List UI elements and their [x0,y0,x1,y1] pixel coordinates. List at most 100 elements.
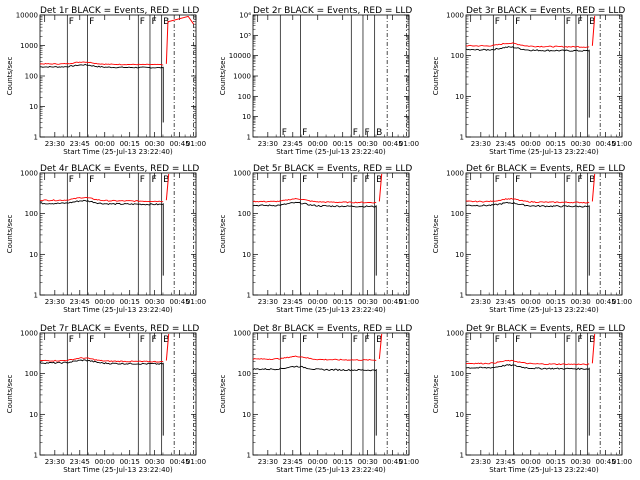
x-tick-label: 00:45 [170,298,190,306]
x-tick-label: 00:45 [170,140,190,148]
x-tick-label: 23:30 [258,298,278,306]
x-tick-label: 23:45 [496,458,516,466]
flag-label: F [282,128,287,138]
x-tick-label: 00:00 [308,458,328,466]
y-axis-label: Counts/sec [432,57,440,96]
flag-label: F [577,335,582,345]
y-tick-label: 100 [451,210,464,218]
plot-frame [465,332,623,456]
flag-label: F [140,335,145,345]
y-tick-label: 1 [34,292,38,300]
chart-panel-7: Det 7r BLACK = Events, RED = LLD 1 10 100 10… [6,324,206,474]
flag-label: F [515,175,520,185]
x-tick-label: 23:30 [258,458,278,466]
y-tick-label: 1000 [20,330,38,338]
plot-frame [39,332,197,456]
flag-label: F [69,335,74,345]
plot-frame [252,14,410,138]
flag-label: F [495,335,500,345]
flag-label: B [163,175,169,185]
y-tick-label: 10 [242,251,251,259]
x-tick-label: 00:00 [521,140,541,148]
flag-label: F [353,335,358,345]
flag-label: F [577,175,582,185]
y-axis-label: Counts/sec [219,57,227,96]
x-tick-label: 23:30 [258,140,278,148]
x-axis-label: Start Time (25-Jul-13 23:22:40) [489,466,599,474]
x-axis-label: Start Time (25-Jul-13 23:22:40) [63,148,173,156]
y-tick-label: 100 [25,210,38,218]
y-tick-label: 100 [238,370,251,378]
x-tick-label: 00:30 [358,140,378,148]
y-tick-label: 1000 [233,330,251,338]
x-tick-label: 01:00 [399,458,419,466]
flag-label: F [353,175,358,185]
flag-label: F [282,335,287,345]
chart-panel-3: Det 3r BLACK = Events, RED = LLD 1 10 100 10… [432,6,632,156]
flag-label: B [376,175,382,185]
flag-label: F [69,17,74,27]
plot-frame [465,172,623,296]
flag-label: F [364,335,369,345]
chart-title: Det 4r BLACK = Events, RED = LLD [40,164,199,174]
y-tick-label: 100 [451,52,464,60]
x-tick-label: 01:00 [186,458,206,466]
flag-label: B [163,17,169,27]
x-tick-label: 00:00 [95,140,115,148]
flag-label: F [495,17,500,27]
flag-label: B [589,335,595,345]
flag-label: F [69,175,74,185]
plot-frame [252,332,410,456]
x-tick-label: 01:00 [612,298,632,306]
flag-label: B [589,17,595,27]
events-line [465,363,590,371]
x-tick-label: 23:45 [70,140,90,148]
y-tick-label: 100 [238,93,251,101]
x-tick-label: 00:00 [95,298,115,306]
y-axis-label: Counts/sec [432,215,440,254]
lld-line [39,61,164,66]
x-axis-label: Start Time (25-Jul-13 23:22:40) [63,306,173,314]
lld-flare [165,333,170,361]
x-tick-label: 23:45 [283,458,303,466]
flag-label: B [589,175,595,185]
y-tick-label: 100 [25,370,38,378]
y-tick-label: 10000 [16,12,38,20]
lld-flare [378,173,383,202]
flag-label: F [515,335,520,345]
lld-flare [591,173,596,202]
y-tick-label: 10 [242,113,251,121]
y-tick-label: 10 [29,103,38,111]
y-tick-label: 1 [460,134,464,142]
x-tick-label: 00:30 [145,458,165,466]
flag-label: F [566,335,571,345]
x-tick-label: 00:15 [546,298,566,306]
events-line [465,46,590,52]
chart-panel-1: Det 1r BLACK = Events, RED = LLD 1 10 100 10… [6,6,206,156]
chart-title: Det 6r BLACK = Events, RED = LLD [466,164,625,174]
x-tick-label: 01:00 [612,140,632,148]
y-tick-label: 1000 [20,42,38,50]
chart-panel-6: Det 6r BLACK = Events, RED = LLD 1 10 100 10… [432,164,632,314]
y-axis-label: Counts/sec [6,375,14,414]
x-tick-label: 01:00 [186,298,206,306]
flag-label: F [151,335,156,345]
y-tick-label: 10 [242,411,251,419]
y-tick-label: 1000 [233,170,251,178]
flag-label: F [151,175,156,185]
x-tick-label: 00:45 [596,140,616,148]
y-axis-label: Counts/sec [6,215,14,254]
x-axis-label: Start Time (25-Jul-13 23:22:40) [63,466,173,474]
y-axis-label: Counts/sec [432,375,440,414]
chart-title: Det 7r BLACK = Events, RED = LLD [40,324,199,334]
x-tick-label: 00:45 [170,458,190,466]
x-axis-label: Start Time (25-Jul-13 23:22:40) [489,306,599,314]
x-tick-label: 00:30 [571,458,591,466]
events-line [40,63,164,69]
x-tick-label: 00:30 [145,298,165,306]
flag-label: F [302,175,307,185]
events-line [252,201,377,208]
x-tick-label: 00:45 [596,298,616,306]
y-tick-label: 1 [247,292,251,300]
lld-flare [165,15,195,64]
